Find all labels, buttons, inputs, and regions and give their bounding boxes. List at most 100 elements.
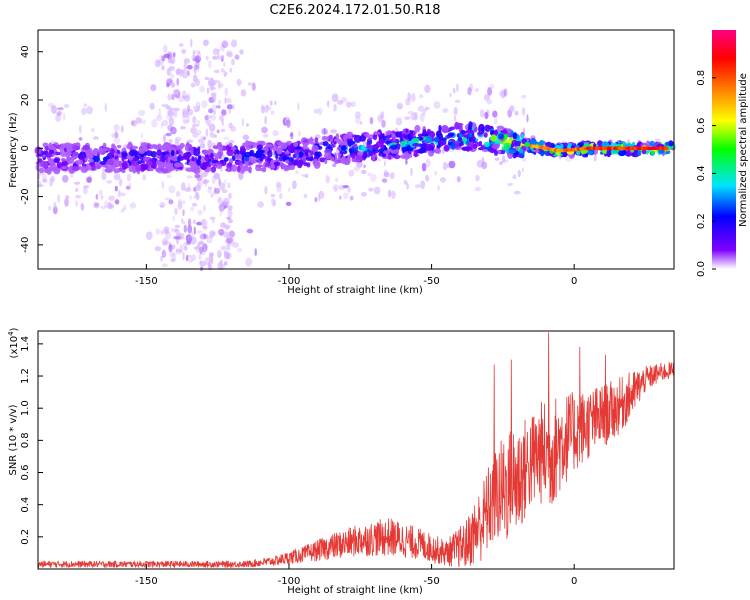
spectrum-halo-blob <box>198 240 204 245</box>
colorbar-ticks: 0.0 0.2 0.4 0.6 0.8 <box>696 70 716 277</box>
spectrum-core-blob <box>211 159 219 164</box>
spectrogram-y-tick-label: -40 <box>20 237 31 253</box>
spectrum-core-blob <box>193 164 200 169</box>
spectrum-core-blob <box>90 164 96 170</box>
spectrum-core-blob <box>210 152 214 159</box>
spectrum-halo-blob <box>198 253 202 261</box>
spectrum-halo-blob <box>177 201 183 210</box>
spectrum-halo-blob <box>158 108 161 117</box>
spectrum-core-blob <box>247 167 252 173</box>
spectrum-halo-blob <box>239 49 244 55</box>
spectrum-halo-blob <box>102 166 105 174</box>
spectrum-core-blob <box>223 157 229 162</box>
spectrum-halo-blob <box>242 134 250 141</box>
spectrum-core-blob <box>496 125 505 130</box>
spectrum-halo-blob <box>190 254 197 261</box>
spectrum-halo-blob <box>206 123 211 127</box>
snr-y-tick-label: 0.2 <box>20 529 31 545</box>
spectrum-core-blob <box>539 148 545 157</box>
spectrum-halo-blob <box>349 195 354 201</box>
spectrum-core-blob <box>137 160 143 165</box>
spectrum-core-blob <box>62 166 67 170</box>
spectrum-halo-blob <box>228 237 235 246</box>
spectrum-halo-blob <box>225 239 231 245</box>
spectrum-halo-blob <box>151 119 158 128</box>
spectrum-halo-blob <box>120 125 124 133</box>
spectrum-halo-blob <box>41 174 47 182</box>
spectrum-core-blob <box>512 152 517 159</box>
spectrum-halo-blob <box>204 40 210 45</box>
spectrum-core-blob <box>405 129 409 133</box>
spectrum-halo-blob <box>74 181 81 185</box>
spectrum-halo-blob <box>203 204 206 212</box>
spectrum-core-blob <box>461 137 468 143</box>
spectrum-halo-blob <box>347 185 351 193</box>
spectrum-halo-blob <box>173 107 180 112</box>
spectrum-core-blob <box>381 133 385 138</box>
spectrum-halo-blob <box>227 219 233 224</box>
spectrum-core-blob <box>441 137 447 142</box>
spectrum-core-blob <box>311 145 319 152</box>
spectrum-halo-blob <box>223 62 226 68</box>
spectrum-core-blob <box>288 157 294 163</box>
spectrum-core-blob <box>477 131 483 136</box>
spectrum-halo-blob <box>217 81 221 90</box>
spectrum-halo-blob <box>521 167 524 173</box>
spectrum-halo-blob <box>168 139 172 144</box>
spectrum-core-blob <box>303 162 309 167</box>
spectrum-halo-blob <box>119 192 126 197</box>
spectrum-halo-blob <box>275 181 282 188</box>
spectrum-core-blob <box>482 148 488 152</box>
spectrum-halo-blob <box>38 180 42 186</box>
spectrum-halo-blob <box>521 94 527 99</box>
spectrum-halo-blob <box>265 109 268 114</box>
spectrum-halo-blob <box>183 246 188 251</box>
spectrum-halo-blob <box>90 127 95 133</box>
spectrum-halo-blob <box>593 154 597 162</box>
spectrum-halo-blob <box>161 120 169 127</box>
spectrum-core-blob <box>198 155 202 160</box>
spectrum-halo-blob <box>246 228 254 234</box>
spectrum-core-blob <box>483 141 490 148</box>
spectrum-halo-blob <box>221 189 228 194</box>
spectrum-core-blob <box>132 156 138 162</box>
spectrum-core-blob <box>95 162 99 167</box>
spectrum-halo-blob <box>202 226 207 231</box>
spectrum-halo-blob <box>197 63 200 73</box>
spectrum-halo-blob <box>219 182 226 191</box>
spectrum-core-blob <box>294 148 301 155</box>
spectrum-halo-blob <box>421 162 427 172</box>
spectrum-halo-blob <box>474 186 482 192</box>
spectrum-halo-blob <box>223 70 227 78</box>
spectrum-halo-blob <box>227 209 233 219</box>
spectrum-halo-blob <box>526 114 529 123</box>
spectrum-halo-blob <box>190 82 196 88</box>
spectrum-halo-blob <box>363 164 366 169</box>
spectrum-halo-blob <box>220 55 225 60</box>
spectrum-core-blob <box>161 155 166 163</box>
spectrum-halo-blob <box>162 241 168 246</box>
spectrum-halo-blob <box>355 111 361 119</box>
spectrum-halo-blob <box>213 69 220 74</box>
spectrum-halo-blob <box>373 186 381 195</box>
spectrum-core-blob <box>322 141 329 147</box>
spectrum-core-blob <box>179 142 185 149</box>
spectrum-core-blob <box>131 145 139 150</box>
spectrum-core-blob <box>562 151 568 158</box>
spectrum-halo-blob <box>247 82 253 86</box>
spectrum-halo-blob <box>494 157 500 161</box>
spectrum-halo-blob <box>160 122 163 129</box>
spectrum-core-blob <box>42 154 46 158</box>
spectrum-halo-blob <box>257 201 264 208</box>
spectrogram-y-tick-label: 20 <box>20 94 31 107</box>
spectrum-halo-blob <box>216 129 220 134</box>
spectrum-ridge-mark <box>663 146 669 151</box>
spectrum-halo-blob <box>203 234 208 240</box>
spectrum-halo-blob <box>213 186 216 195</box>
spectrum-halo-blob <box>383 169 388 178</box>
spectrum-core-blob <box>333 138 342 142</box>
snr-y-tick-label: 0.8 <box>20 432 31 448</box>
spectrum-core-blob <box>329 156 335 161</box>
spectrum-halo-blob <box>173 89 180 95</box>
spectrum-halo-blob <box>187 224 193 234</box>
